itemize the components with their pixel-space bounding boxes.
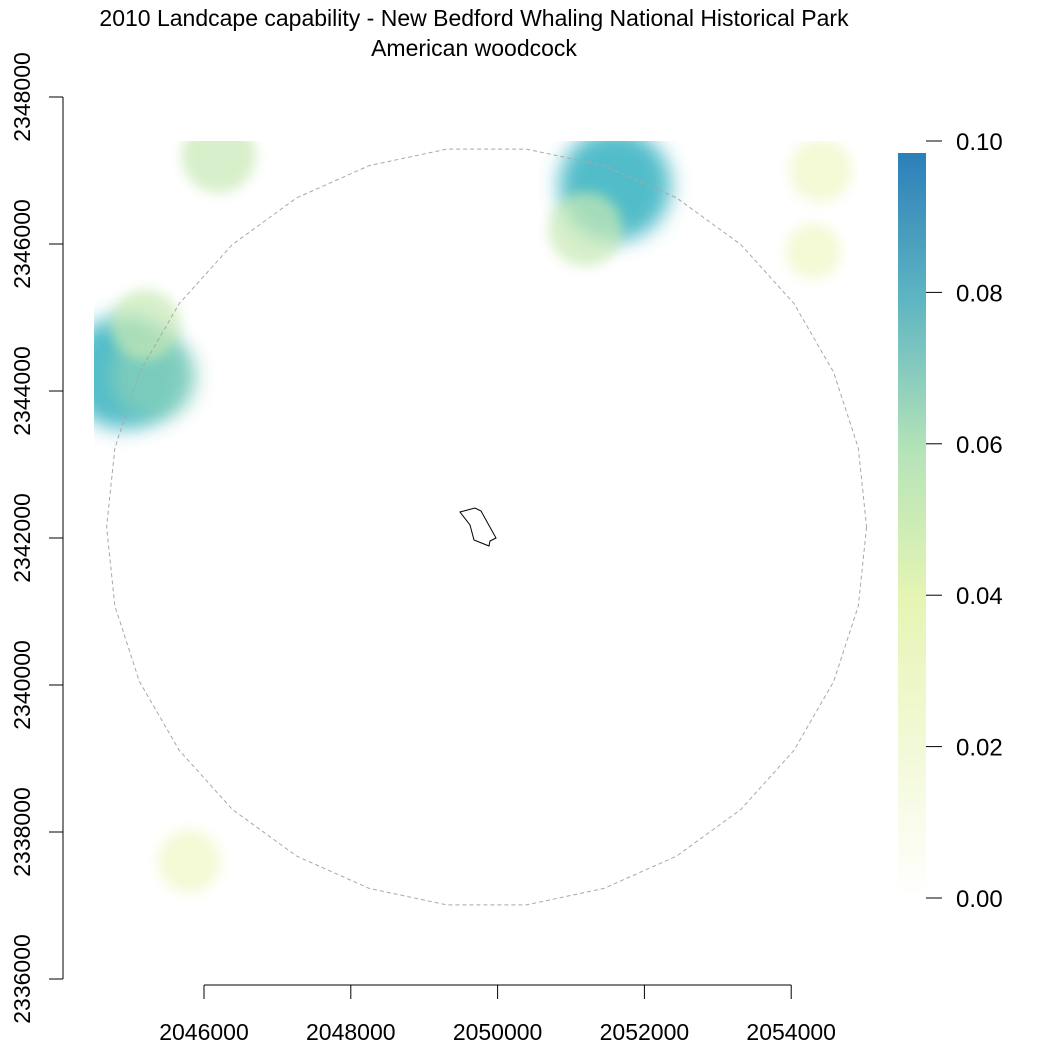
raster-hotspot: [229, 571, 282, 623]
y-tick-label: 2344000: [9, 346, 35, 436]
y-tick-label: 2342000: [9, 493, 35, 583]
x-axis: 2046000 2048000 2050000 2052000 2054000: [159, 984, 836, 1045]
x-tick-label: 2046000: [159, 1019, 249, 1045]
x-tick-label: 2050000: [453, 1019, 543, 1045]
color-legend: 0.00 0.02 0.04 0.06 0.08 0.10: [898, 129, 1003, 913]
x-tick-label: 2048000: [306, 1019, 396, 1045]
legend-color-bar: [898, 153, 926, 898]
legend-label: 0.02: [956, 735, 1003, 762]
legend-label: 0.10: [956, 129, 1003, 156]
y-axis: 2336000 2338000 2340000 2342000 2344000 23460…: [9, 52, 64, 1024]
y-tick-label: 2336000: [9, 934, 35, 1024]
raster-hotspot: [785, 223, 841, 279]
map-subtitle: American woodcock: [371, 35, 577, 61]
legend-label: 0.00: [956, 886, 1003, 913]
y-tick-label: 2348000: [9, 52, 35, 142]
y-tick-label: 2346000: [9, 199, 35, 289]
y-tick-label: 2340000: [9, 640, 35, 730]
x-tick-label: 2052000: [600, 1019, 690, 1045]
raster-hotspot: [548, 192, 623, 267]
y-tick-label: 2338000: [9, 787, 35, 877]
raster-hotspot: [181, 141, 256, 193]
map-title: 2010 Landcape capability - New Bedford W…: [99, 5, 849, 31]
capability-raster: [94, 141, 852, 893]
raster-hotspot: [110, 289, 181, 361]
x-tick-label: 2054000: [746, 1019, 836, 1045]
park-buffer-outline: [106, 148, 868, 906]
raster-hotspot: [789, 141, 852, 202]
legend-label: 0.08: [956, 280, 1003, 307]
legend-label: 0.06: [956, 432, 1003, 459]
park-boundary-outline: [459, 507, 497, 547]
legend-label: 0.04: [956, 583, 1003, 610]
raster-hotspot: [157, 830, 221, 893]
